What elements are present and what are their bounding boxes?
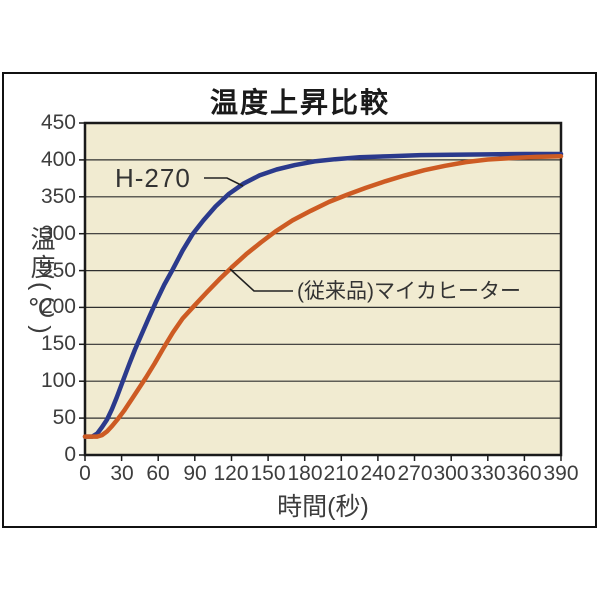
y-tick-label: 0 (64, 443, 76, 466)
series-label-h270: H-270 (115, 163, 191, 193)
x-tick-label: 0 (79, 462, 91, 485)
x-tick-label: 330 (470, 462, 506, 485)
y-tick-label: 100 (40, 369, 76, 392)
y-tick-label: 350 (40, 185, 76, 208)
plot-border (83, 121, 563, 457)
x-axis-title: 時間(秒) (277, 493, 369, 521)
x-tick-label: 300 (433, 462, 469, 485)
y-tick-label: 50 (52, 406, 76, 429)
chart-title: 温度上昇比較 (209, 87, 390, 118)
y-axis-title: 温度(℃) (27, 226, 55, 337)
x-tick-label: 240 (360, 462, 396, 485)
x-tick-label: 360 (506, 462, 542, 485)
x-tick-label: 30 (110, 462, 134, 485)
x-tick-label: 390 (543, 462, 579, 485)
y-tick-label: 450 (40, 111, 76, 134)
h270-curve (82, 151, 564, 439)
y-tick-label: 150 (40, 332, 76, 355)
mica-leader-line (229, 268, 293, 292)
conventional-mica-curve (82, 153, 564, 439)
y-tick-label: 400 (40, 148, 76, 171)
x-tick-label: 180 (287, 462, 323, 485)
x-tick-label: 210 (323, 462, 359, 485)
series-label-mica: (従来品)マイカヒーター (297, 280, 521, 303)
curves-group (82, 151, 564, 439)
chart-canvas (79, 121, 564, 461)
y-tick-label: 250 (40, 259, 76, 282)
x-tick-label: 90 (183, 462, 207, 485)
y-tick-label: 200 (40, 295, 76, 318)
x-tick-label: 120 (213, 462, 249, 485)
y-tick-label: 300 (40, 222, 76, 245)
h270-leader-line (204, 177, 244, 187)
x-tick-label: 270 (397, 462, 433, 485)
x-tick-label: 150 (250, 462, 286, 485)
x-tick-label: 60 (146, 462, 170, 485)
